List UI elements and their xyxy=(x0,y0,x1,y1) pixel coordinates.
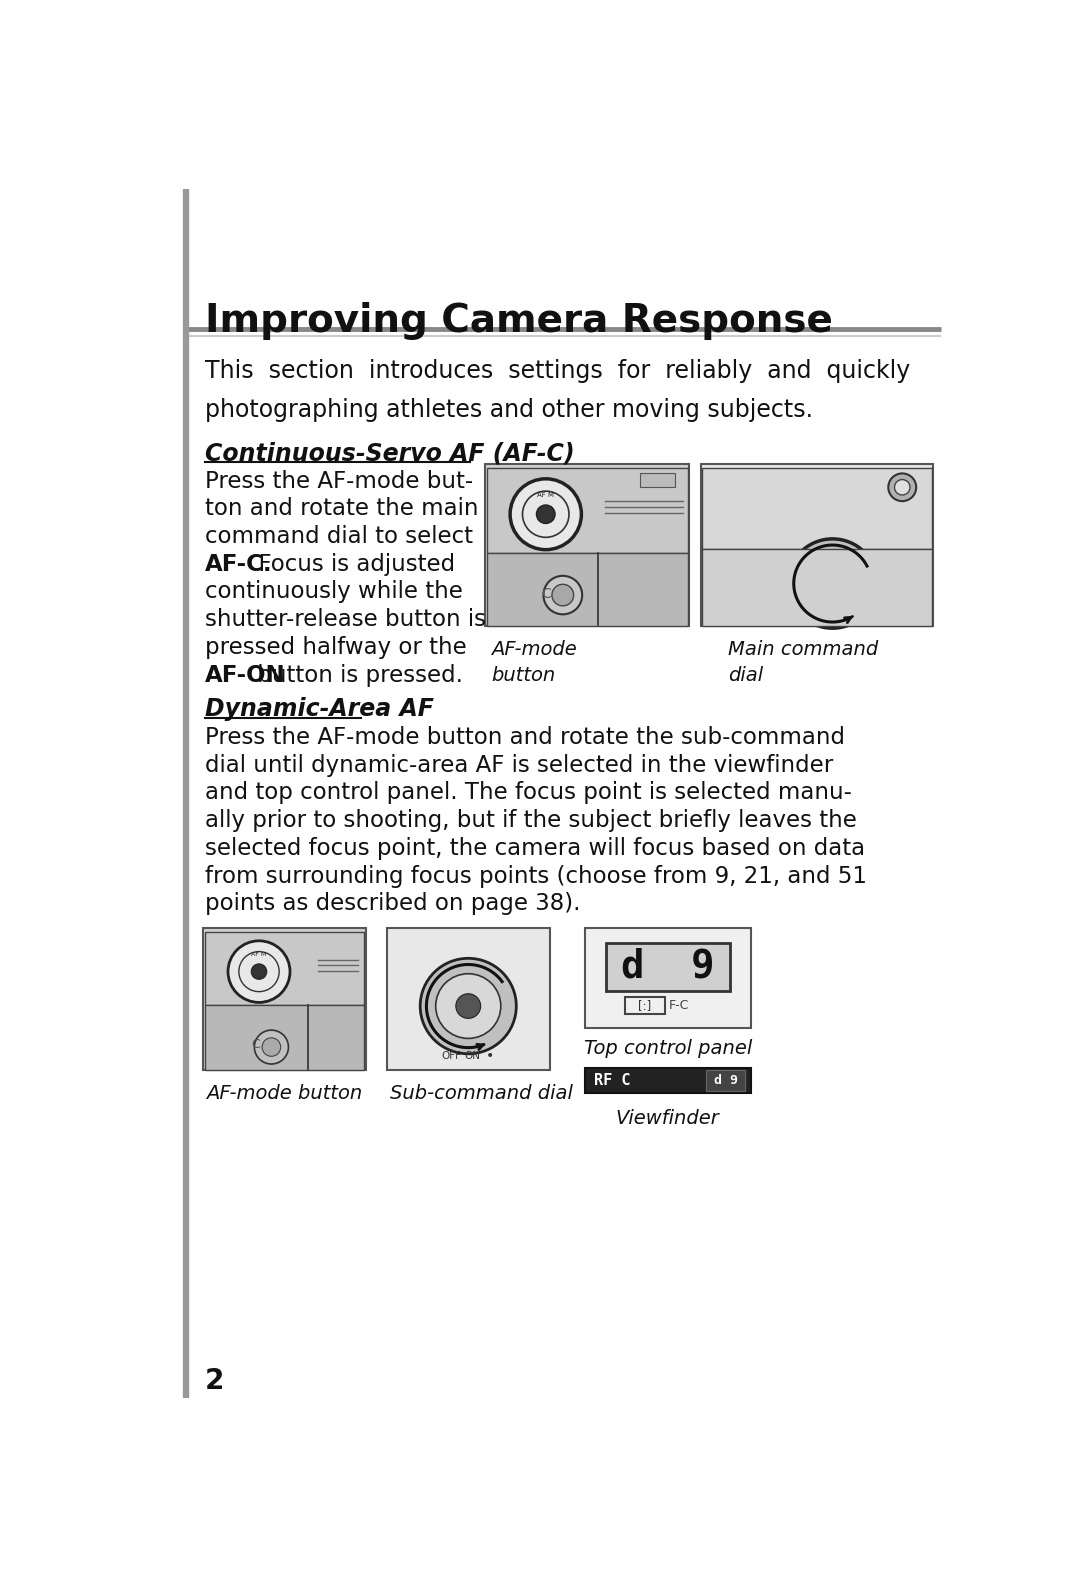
Text: AF M: AF M xyxy=(252,952,267,957)
Text: dial until dynamic-area AF is selected in the viewfinder: dial until dynamic-area AF is selected i… xyxy=(205,754,833,776)
Circle shape xyxy=(894,479,910,495)
Text: AF-ON: AF-ON xyxy=(205,663,285,687)
Circle shape xyxy=(252,965,267,979)
Text: command dial to select: command dial to select xyxy=(205,525,473,548)
Text: AF-C.: AF-C. xyxy=(205,553,272,575)
Circle shape xyxy=(510,479,581,550)
Circle shape xyxy=(804,555,862,613)
Circle shape xyxy=(822,573,843,594)
Text: F-C: F-C xyxy=(669,999,689,1012)
Circle shape xyxy=(456,994,481,1018)
Bar xyxy=(706,1070,745,1090)
Bar xyxy=(625,998,665,1013)
Circle shape xyxy=(552,584,573,606)
Text: continuously while the: continuously while the xyxy=(205,580,462,603)
Text: AF M: AF M xyxy=(537,492,554,498)
Text: ON: ON xyxy=(464,1051,481,1062)
Bar xyxy=(584,928,751,1027)
Text: C: C xyxy=(541,586,551,600)
Circle shape xyxy=(543,577,582,614)
Text: d 9: d 9 xyxy=(714,1075,738,1087)
Text: Improving Camera Response: Improving Camera Response xyxy=(205,303,833,341)
Text: Continuous-Servo AF (AF-C): Continuous-Servo AF (AF-C) xyxy=(205,441,575,465)
Bar xyxy=(205,932,364,1005)
Circle shape xyxy=(255,1031,288,1064)
Bar xyxy=(584,1068,751,1093)
Bar xyxy=(485,463,689,625)
Bar xyxy=(702,468,932,548)
Text: Focus is adjusted: Focus is adjusted xyxy=(243,553,455,575)
Bar xyxy=(203,928,366,1070)
Bar xyxy=(701,463,933,625)
Text: ton and rotate the main: ton and rotate the main xyxy=(205,498,478,520)
Bar xyxy=(387,928,550,1070)
Circle shape xyxy=(228,941,291,1002)
Text: shutter-release button is: shutter-release button is xyxy=(205,608,486,632)
Text: This  section  introduces  settings  for  reliably  and  quickly
photographing a: This section introduces settings for rel… xyxy=(205,360,910,421)
Text: AF-mode button: AF-mode button xyxy=(206,1084,363,1103)
Text: Press the AF-mode button and rotate the sub-command: Press the AF-mode button and rotate the … xyxy=(205,726,845,749)
Text: points as described on page 38).: points as described on page 38). xyxy=(205,892,580,916)
Text: Press the AF-mode but-: Press the AF-mode but- xyxy=(205,470,473,493)
Bar xyxy=(702,548,932,625)
Bar xyxy=(205,1005,364,1070)
Text: Top control panel: Top control panel xyxy=(583,1040,752,1059)
Bar xyxy=(183,189,189,1398)
Text: 2: 2 xyxy=(205,1367,225,1395)
Circle shape xyxy=(420,958,516,1054)
Circle shape xyxy=(787,539,877,628)
Bar xyxy=(487,553,688,625)
Text: [:]: [:] xyxy=(638,999,651,1012)
Bar xyxy=(640,473,675,487)
Text: selected focus point, the camera will focus based on data: selected focus point, the camera will fo… xyxy=(205,837,865,859)
Text: C: C xyxy=(252,1038,260,1051)
Text: OFF: OFF xyxy=(442,1051,461,1062)
Circle shape xyxy=(435,974,501,1038)
Circle shape xyxy=(888,473,916,501)
Text: pressed halfway or the: pressed halfway or the xyxy=(205,636,467,658)
Bar xyxy=(606,943,730,991)
Bar xyxy=(487,468,688,553)
Text: d  9: d 9 xyxy=(621,947,715,987)
Circle shape xyxy=(262,1038,281,1056)
Text: Viewfinder: Viewfinder xyxy=(616,1109,719,1128)
Text: Dynamic-Area AF: Dynamic-Area AF xyxy=(205,696,434,721)
Text: •: • xyxy=(486,1049,494,1064)
Circle shape xyxy=(537,504,555,523)
Text: from surrounding focus points (choose from 9, 21, and 51: from surrounding focus points (choose fr… xyxy=(205,864,867,888)
Text: RF C: RF C xyxy=(594,1073,631,1089)
Text: ally prior to shooting, but if the subject briefly leaves the: ally prior to shooting, but if the subje… xyxy=(205,809,856,833)
Text: Main command
dial: Main command dial xyxy=(728,639,878,685)
Text: and top control panel. The focus point is selected manu-: and top control panel. The focus point i… xyxy=(205,781,852,804)
Text: button is pressed.: button is pressed. xyxy=(249,663,462,687)
Text: AF-mode
button: AF-mode button xyxy=(491,639,577,685)
Text: Sub-command dial: Sub-command dial xyxy=(390,1084,572,1103)
